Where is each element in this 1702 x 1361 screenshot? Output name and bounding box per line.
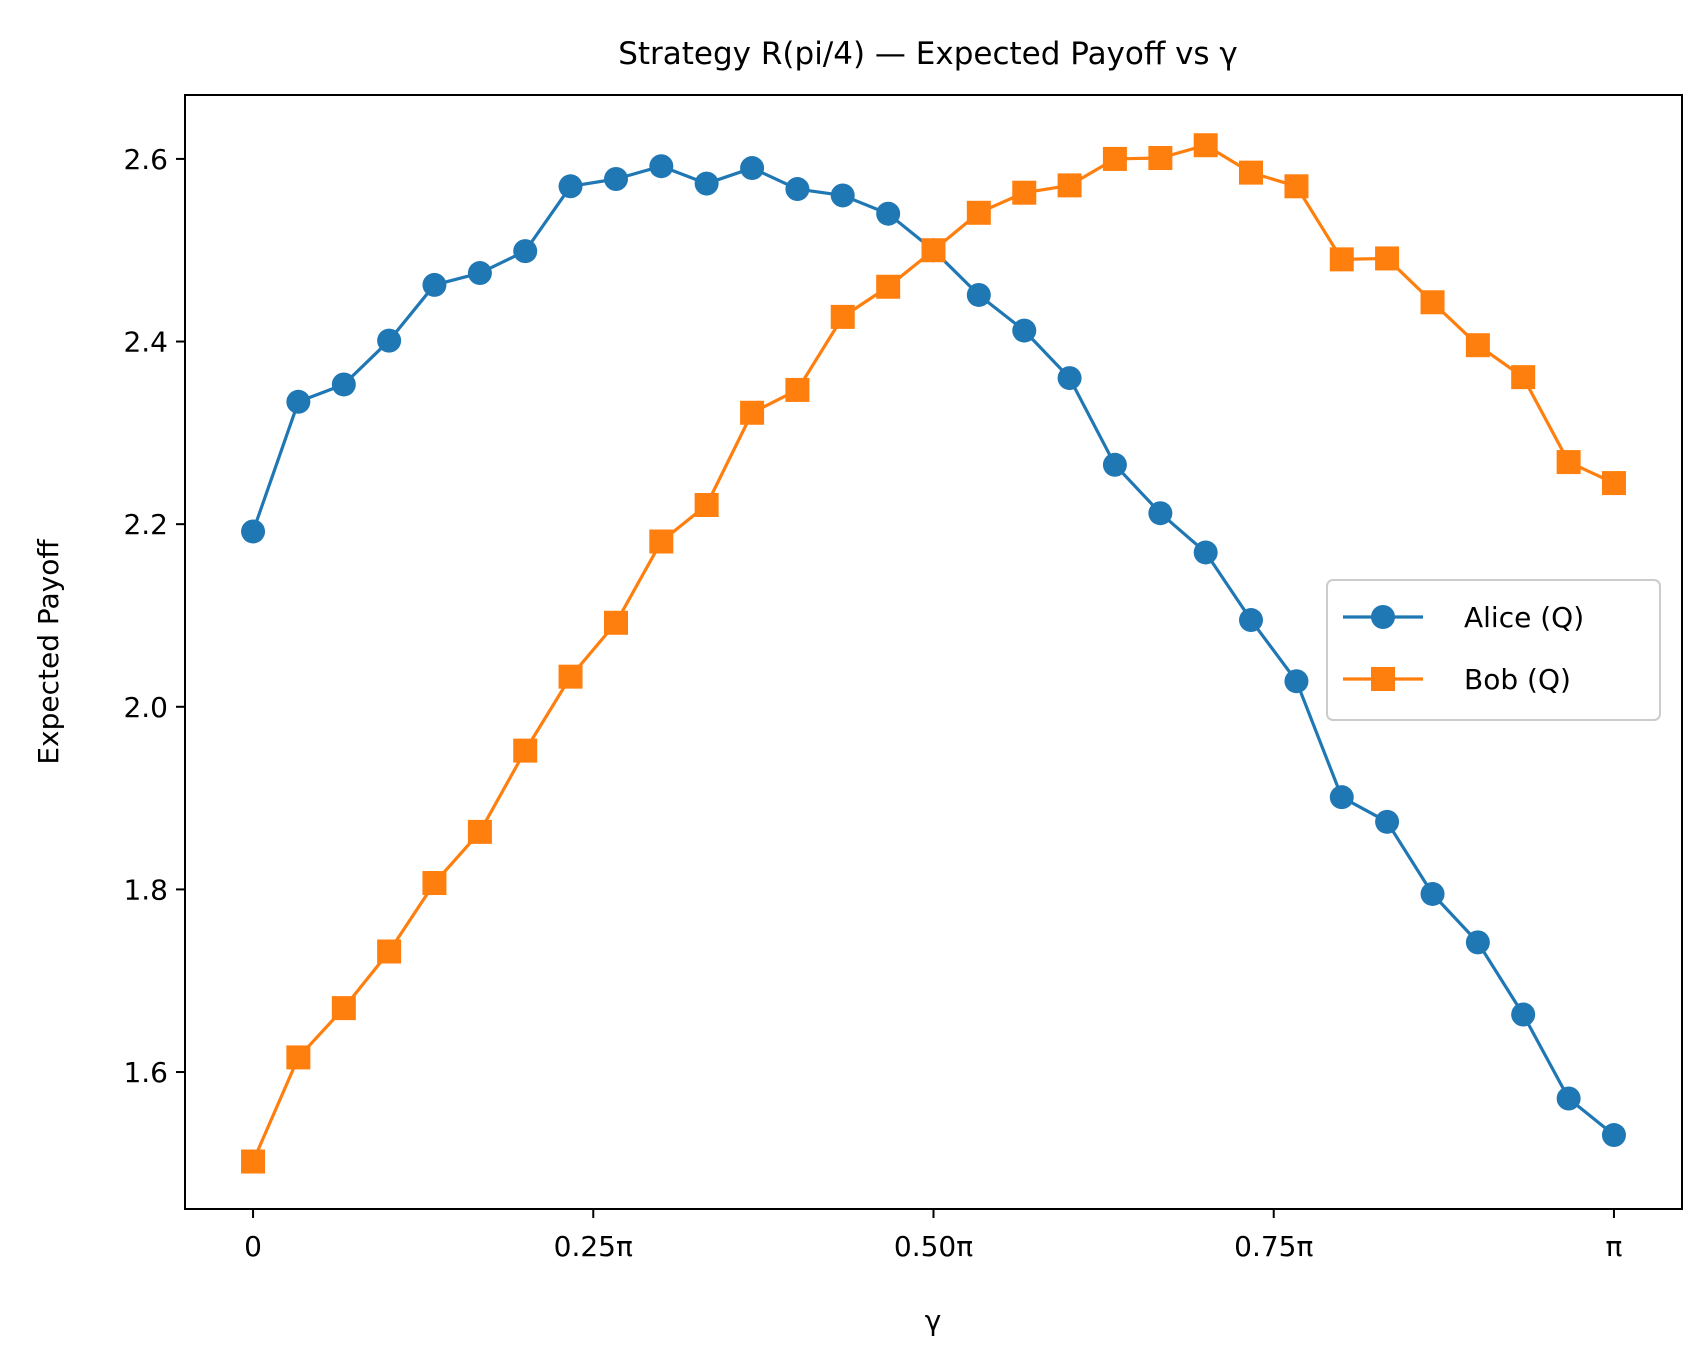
data-point-alice-q (377, 328, 402, 353)
data-point-alice-q (1465, 930, 1490, 955)
legend-marker-bob-q (1371, 667, 1395, 691)
data-point-bob-q (1012, 180, 1037, 205)
data-point-bob-q (876, 274, 901, 299)
data-point-bob-q (558, 664, 583, 689)
chart-title: Strategy R(pi/4) — Expected Payoff vs γ (618, 36, 1238, 72)
x-tick-label: π (1606, 1230, 1623, 1263)
y-tick-label: 2.6 (123, 143, 168, 176)
data-point-alice-q (785, 177, 810, 202)
data-point-alice-q (286, 389, 311, 414)
data-point-alice-q (467, 261, 492, 286)
data-point-bob-q (1239, 160, 1264, 185)
data-point-bob-q (740, 400, 765, 425)
data-point-bob-q (513, 738, 538, 763)
data-point-bob-q (331, 996, 356, 1021)
data-point-bob-q (1375, 246, 1400, 271)
data-point-alice-q (694, 171, 719, 196)
data-point-alice-q (1012, 318, 1037, 343)
data-point-alice-q (1329, 785, 1354, 810)
data-point-bob-q (1148, 146, 1173, 171)
data-point-bob-q (422, 871, 447, 896)
data-point-bob-q (1057, 173, 1082, 198)
data-point-bob-q (241, 1149, 266, 1174)
data-point-bob-q (785, 377, 810, 402)
data-point-alice-q (513, 239, 538, 264)
data-point-bob-q (1329, 247, 1354, 272)
data-point-alice-q (740, 156, 765, 181)
data-point-alice-q (558, 174, 583, 199)
data-point-alice-q (1057, 366, 1082, 391)
data-point-alice-q (241, 519, 266, 544)
data-point-alice-q (603, 167, 628, 192)
plot-area (241, 133, 1626, 1174)
data-point-alice-q (1601, 1123, 1626, 1148)
x-tick-label: 0.25π (554, 1230, 633, 1263)
data-point-alice-q (966, 282, 991, 307)
data-point-bob-q (1102, 146, 1127, 171)
y-tick-label: 2.0 (123, 691, 168, 724)
data-point-bob-q (286, 1045, 311, 1070)
data-point-bob-q (921, 238, 946, 263)
data-point-alice-q (1556, 1086, 1581, 1111)
y-tick-label: 1.8 (123, 873, 168, 906)
x-axis-label: γ (925, 1304, 942, 1337)
y-axis: 1.6 1.8 2.0 2.2 2.4 2.6 (123, 143, 185, 1089)
data-point-bob-q (830, 304, 855, 329)
data-point-alice-q (1239, 608, 1264, 633)
legend-box (1326, 579, 1661, 721)
data-point-alice-q (1102, 452, 1127, 477)
data-point-bob-q (649, 529, 674, 554)
data-point-alice-q (1148, 501, 1173, 526)
data-point-alice-q (422, 272, 447, 297)
data-point-bob-q (1465, 333, 1490, 358)
data-point-bob-q (1420, 290, 1445, 315)
x-tick-label: 0.50π (894, 1230, 973, 1263)
data-point-alice-q (331, 372, 356, 397)
data-point-alice-q (876, 201, 901, 226)
legend: Alice (Q) Bob (Q) (1326, 579, 1661, 721)
data-point-alice-q (1193, 540, 1218, 565)
data-point-bob-q (603, 610, 628, 635)
data-point-bob-q (1511, 365, 1536, 390)
legend-label-alice-q: Alice (Q) (1464, 601, 1584, 634)
data-point-alice-q (830, 183, 855, 208)
data-point-bob-q (694, 492, 719, 517)
data-point-alice-q (1511, 1002, 1536, 1027)
data-point-bob-q (1601, 471, 1626, 496)
data-point-alice-q (649, 154, 674, 179)
y-tick-label: 1.6 (123, 1056, 168, 1089)
x-tick-label: 0.75π (1234, 1230, 1313, 1263)
data-point-bob-q (377, 939, 402, 964)
y-tick-label: 2.4 (123, 326, 168, 359)
x-axis: 0 0.25π 0.50π 0.75π π (244, 1209, 1623, 1263)
x-tick-label: 0 (244, 1230, 262, 1263)
data-point-alice-q (1375, 809, 1400, 834)
legend-label-bob-q: Bob (Q) (1464, 663, 1571, 696)
y-tick-label: 2.2 (123, 508, 168, 541)
data-point-alice-q (1284, 669, 1309, 694)
data-point-bob-q (1193, 133, 1218, 158)
data-point-bob-q (1556, 450, 1581, 475)
data-point-bob-q (1284, 174, 1309, 199)
data-point-alice-q (1420, 881, 1445, 906)
data-point-bob-q (467, 819, 492, 844)
y-axis-label: Expected Payoff (32, 539, 65, 765)
data-point-bob-q (966, 200, 991, 225)
legend-marker-alice-q (1371, 605, 1395, 629)
